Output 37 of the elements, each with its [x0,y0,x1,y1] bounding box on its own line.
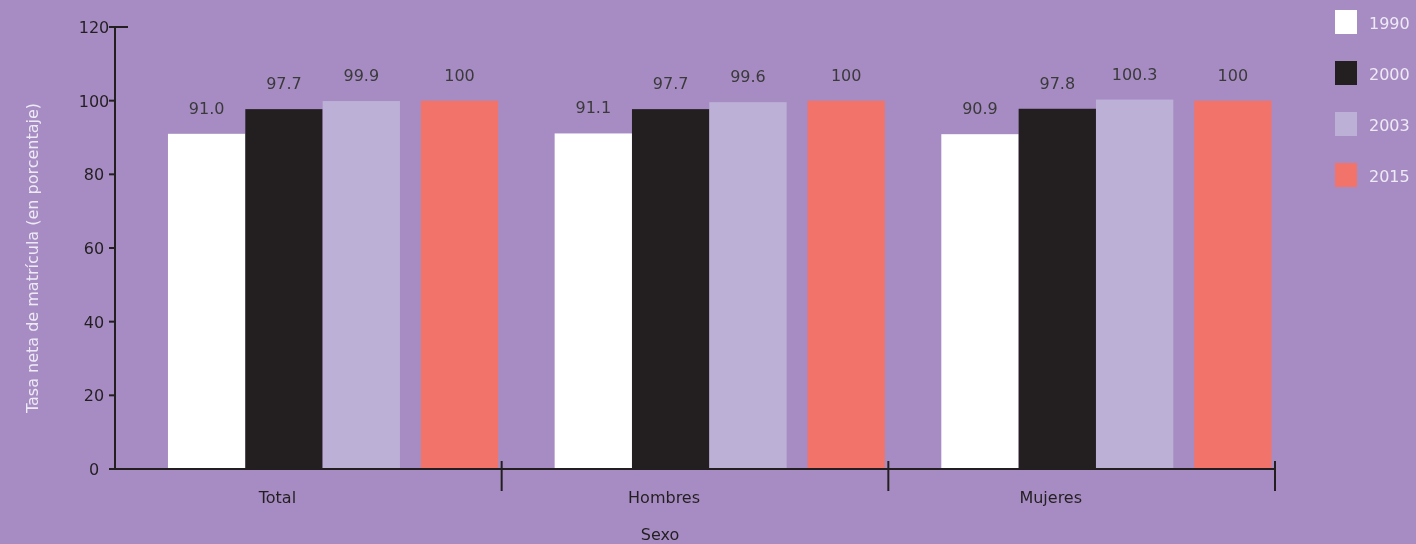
x-tick-label: Total [257,488,297,507]
y-tick-label: 80 [83,165,105,185]
y-axis-title: Tasa neta de matrícula (en porcentaje) [23,102,42,415]
y-tick-label: 0 [88,460,100,479]
y-tick-label: 100 [78,91,110,111]
x-tick-label: Mujeres [1019,488,1083,507]
y-tick-label: 60 [83,239,105,258]
data-label: 99.6 [730,67,766,87]
data-label: 97.7 [266,74,302,94]
legend-label: 2000 [1369,65,1410,84]
data-label: 90.9 [962,99,998,119]
bar [1095,99,1174,469]
data-label: 99.9 [343,66,380,86]
x-axis-title: Sexo [640,525,680,544]
data-label: 97.8 [1039,73,1076,93]
bar [167,133,246,469]
y-tick-label: 20 [83,386,105,406]
legend-label: 2015 [1369,167,1410,186]
bar [709,102,787,469]
data-label: 100 [444,65,475,85]
bar [322,101,400,469]
legend-label: 2003 [1369,116,1410,135]
data-label: 97.7 [652,74,689,94]
bar [420,100,499,469]
bar [554,133,632,469]
data-label: 100 [1217,65,1249,85]
legend-label: 1990 [1369,14,1410,33]
data-label: 100.3 [1111,64,1158,84]
bar [1194,100,1272,469]
bar [941,134,1019,469]
data-label: 100 [830,65,862,85]
data-label: 91.0 [188,98,225,118]
data-label: 91.1 [575,98,612,118]
y-tick-label: 40 [83,312,105,332]
x-tick-label: Hombres [628,488,701,507]
y-tick-label: 120 [78,18,110,37]
bar [807,100,885,469]
